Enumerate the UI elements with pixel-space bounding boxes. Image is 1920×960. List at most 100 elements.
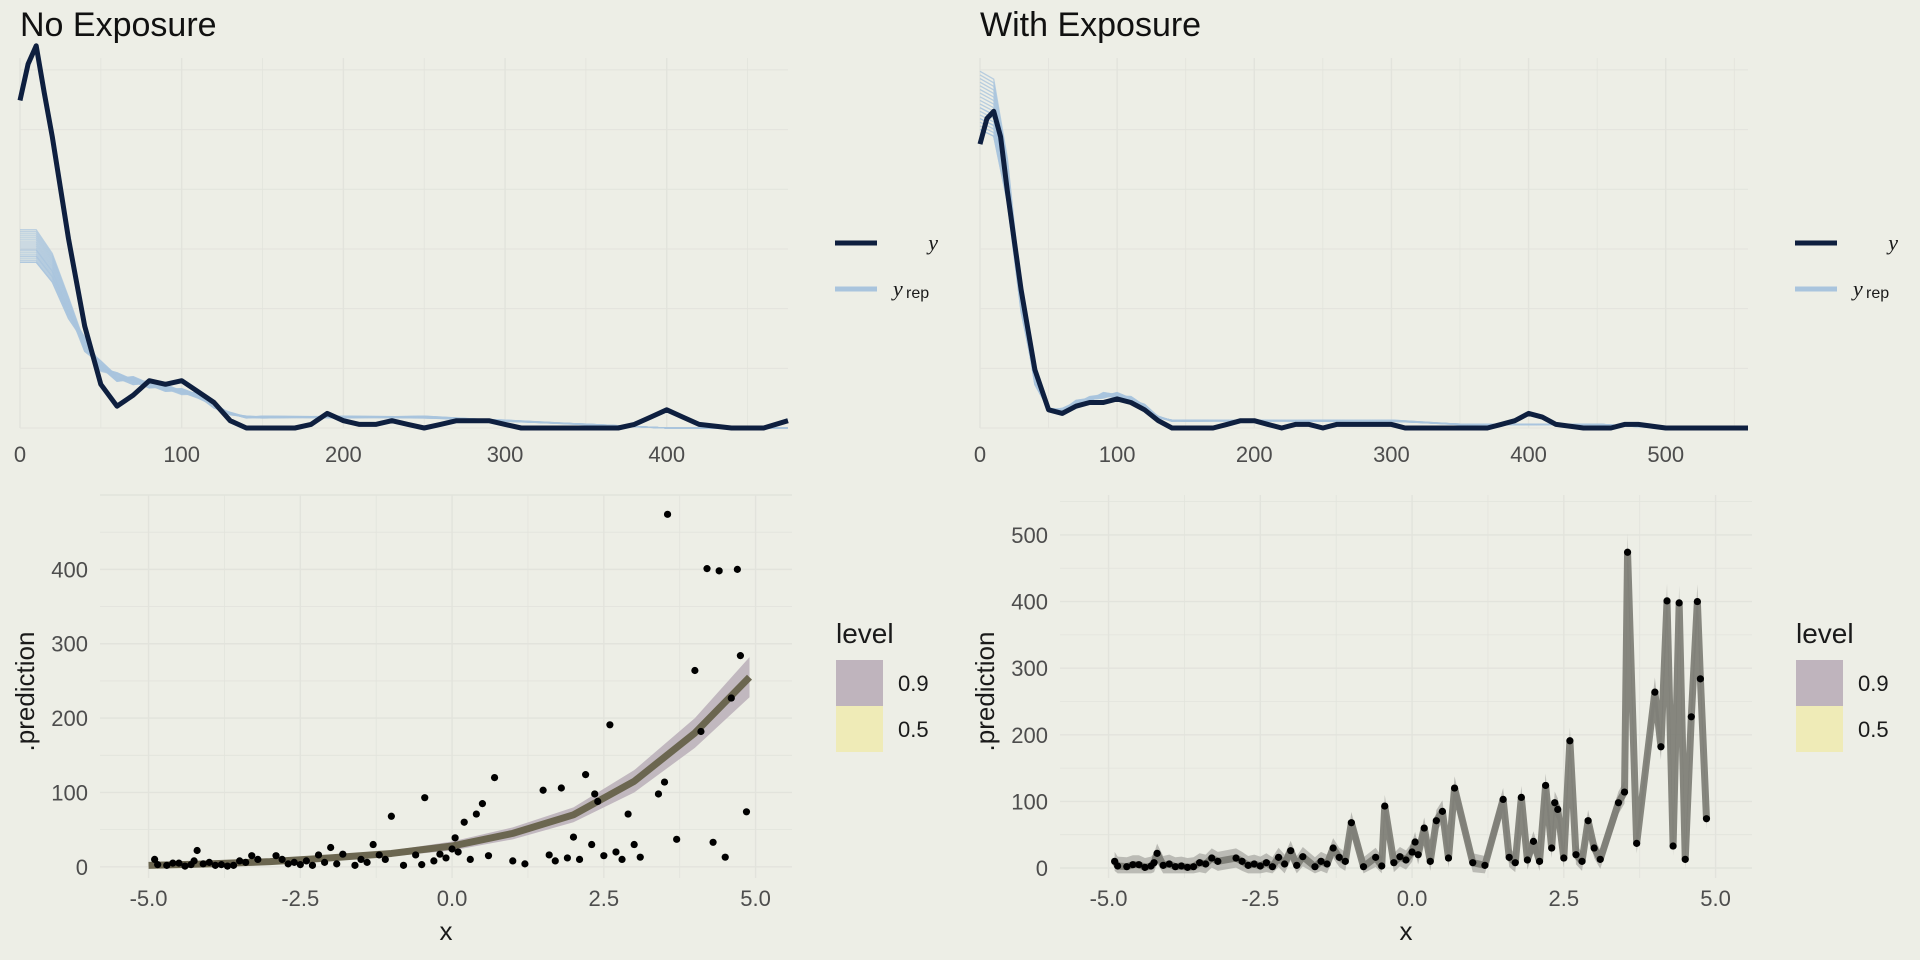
data-point xyxy=(399,861,408,869)
data-point xyxy=(1256,862,1264,870)
yrep-line xyxy=(979,92,1748,429)
yrep-line xyxy=(979,88,1748,429)
y-tick-label: 500 xyxy=(1011,523,1048,548)
data-point xyxy=(490,774,499,782)
data-point xyxy=(1299,853,1307,861)
data-point xyxy=(660,778,669,786)
data-point xyxy=(1633,839,1641,847)
yrep-line xyxy=(979,118,1748,429)
data-point xyxy=(582,771,590,779)
data-point xyxy=(1402,856,1410,864)
x-tick-label: 300 xyxy=(487,442,524,467)
legend-label-y: y xyxy=(926,230,938,255)
data-point xyxy=(242,858,250,866)
data-point xyxy=(1202,860,1210,868)
legend-label-90: 0.9 xyxy=(898,671,929,696)
data-point xyxy=(1623,548,1632,556)
data-point xyxy=(1584,817,1592,825)
data-point xyxy=(1378,862,1386,870)
data-point xyxy=(575,855,584,864)
yrep-line xyxy=(979,99,1748,429)
x-tick-label: -5.0 xyxy=(130,886,168,911)
x-tick-label: 5.0 xyxy=(740,886,771,911)
data-point xyxy=(217,861,226,869)
data-point xyxy=(1150,859,1158,867)
yrep-line xyxy=(20,239,788,429)
data-point xyxy=(715,567,723,575)
yrep-line xyxy=(20,229,788,429)
data-point xyxy=(272,852,280,860)
data-point xyxy=(1347,819,1355,827)
data-point xyxy=(1657,743,1665,751)
x-tick-label: 100 xyxy=(163,442,200,467)
density-panel-1 xyxy=(977,58,1748,431)
legend-label-y: y xyxy=(1886,230,1898,255)
yrep-line xyxy=(20,231,788,429)
y-tick-label: 400 xyxy=(51,557,88,582)
y-tick-label: 200 xyxy=(51,706,88,731)
data-point xyxy=(733,565,741,573)
panel-title-with-exposure: With Exposure xyxy=(980,6,1202,44)
legend-key-50 xyxy=(836,706,883,752)
data-point xyxy=(545,851,553,859)
density-panel-0 xyxy=(17,43,789,431)
data-point xyxy=(1578,857,1586,865)
data-point xyxy=(654,790,663,798)
data-point xyxy=(521,860,529,868)
data-point xyxy=(1566,737,1574,745)
data-point xyxy=(1535,857,1544,865)
data-point xyxy=(1596,855,1604,863)
data-point xyxy=(600,852,608,860)
yrep-line xyxy=(20,255,788,429)
data-point xyxy=(1702,815,1711,823)
data-point xyxy=(369,840,377,849)
yrep-line xyxy=(20,259,788,429)
data-point xyxy=(1687,713,1695,721)
yrep-line xyxy=(979,121,1748,429)
y-tick-label: 400 xyxy=(1011,590,1048,615)
data-point xyxy=(375,851,383,859)
data-point xyxy=(1177,862,1186,870)
data-point xyxy=(418,861,426,869)
data-point xyxy=(727,694,735,702)
data-point xyxy=(1208,854,1216,862)
data-point xyxy=(1214,857,1222,865)
data-point xyxy=(193,846,201,855)
data-point xyxy=(1244,861,1252,869)
x-axis-label: x xyxy=(440,916,453,946)
x-tick-label: 0.0 xyxy=(1397,886,1428,911)
yrep-line xyxy=(979,74,1748,429)
y-tick-label: 0 xyxy=(76,855,88,880)
data-point xyxy=(1396,853,1404,861)
data-point xyxy=(254,855,262,864)
data-point xyxy=(691,666,699,675)
data-point xyxy=(1426,857,1434,865)
y-tick-label: 100 xyxy=(51,780,88,805)
yrep-line xyxy=(979,128,1748,429)
y-line xyxy=(977,108,1748,431)
legend-key-90 xyxy=(1796,660,1843,706)
data-point xyxy=(1189,863,1198,871)
data-point xyxy=(442,854,450,862)
data-point xyxy=(1123,863,1131,871)
data-point xyxy=(606,721,614,729)
data-point xyxy=(363,858,371,866)
x-tick-label: 100 xyxy=(1099,442,1136,467)
data-point xyxy=(327,843,335,852)
data-point xyxy=(1287,847,1295,855)
data-point xyxy=(1171,863,1179,871)
yrep-line xyxy=(20,261,788,429)
yrep-line xyxy=(20,243,788,429)
yrep-line xyxy=(20,253,788,429)
data-point xyxy=(1153,849,1161,857)
data-point xyxy=(612,848,620,856)
data-point xyxy=(742,808,751,816)
yrep-line xyxy=(20,249,788,429)
data-point xyxy=(151,855,159,864)
x-tick-label: -5.0 xyxy=(1090,886,1128,911)
yrep-line xyxy=(20,245,788,429)
data-point xyxy=(1572,851,1580,859)
data-point xyxy=(1183,863,1192,871)
data-point xyxy=(1420,824,1428,832)
